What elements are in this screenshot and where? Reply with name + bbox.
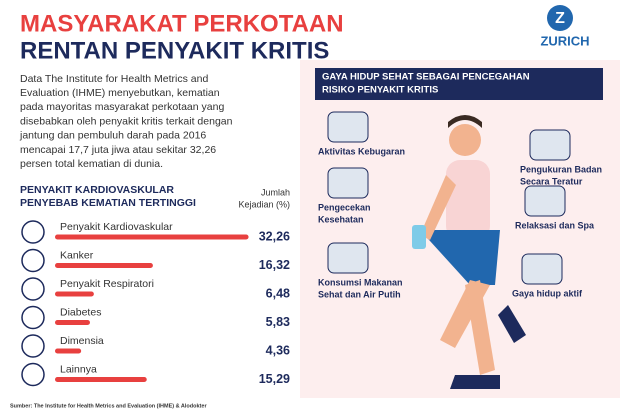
lifestyle-item: Konsumsi Makanan: [318, 277, 403, 287]
bar: [55, 377, 147, 382]
lifestyle-header-box: [315, 68, 603, 100]
footer-strip: [0, 398, 620, 413]
lifestyle-icon: [327, 242, 369, 274]
category-icon: [21, 277, 45, 301]
category-icon: [21, 220, 45, 244]
value-header: Jumlah: [261, 187, 290, 197]
category-label: Lainnya: [60, 363, 97, 375]
lifestyle-icon: [327, 111, 369, 143]
category-icon: [21, 248, 45, 273]
category-label: Dimensia: [60, 335, 104, 347]
title-line: RENTAN PENYAKIT KRITIS: [20, 37, 329, 64]
category-label: Diabetes: [60, 306, 101, 318]
category-icon: [21, 305, 45, 330]
lifestyle-icon: [521, 253, 563, 285]
value-label: 16,32: [259, 258, 290, 272]
lifestyle-title: GAYA HIDUP SEHAT SEBAGAI PENCEGAHAN: [322, 72, 530, 83]
value-label: 15,29: [259, 372, 290, 386]
category-label: Penyakit Kardiovaskular: [60, 221, 173, 233]
intro-line: mencapai 17,7 juta jiwa atau sekitar 32,…: [20, 144, 216, 156]
value-label: 6,48: [266, 286, 290, 300]
bar: [55, 234, 249, 240]
title-line: MASYARAKAT PERKOTAAN: [20, 10, 344, 37]
category-label: Kanker: [60, 249, 94, 261]
runner-illustration: [412, 115, 526, 389]
bar: [55, 320, 90, 325]
lifestyle-item: Kesehatan: [318, 214, 364, 224]
intro-line: Data The Institute for Health Metrics an…: [20, 73, 208, 85]
lifestyle-icon: [529, 129, 571, 161]
value-label: 5,83: [266, 315, 290, 329]
intro-line: disebabkan oleh penyakit kritis terkait …: [20, 115, 233, 127]
lifestyle-item: Pengukuran Badan: [520, 164, 602, 174]
bar: [55, 348, 82, 354]
lifestyle-icon: [327, 167, 369, 199]
category-label: Penyakit Respiratori: [60, 278, 154, 290]
lifestyle-item: Secara Teratur: [520, 176, 583, 186]
intro-line: jantung dan pembuluh darah pada 2016: [19, 130, 206, 142]
lifestyle-title: RISIKO PENYAKIT KRITIS: [322, 85, 438, 96]
category-icon: [21, 334, 45, 358]
intro-line: persen total kematian di dunia.: [20, 158, 163, 170]
lifestyle-icon: [524, 185, 566, 217]
value-label: 4,36: [266, 343, 290, 357]
bar: [55, 263, 153, 268]
chart-title: PENYAKIT KARDIOVASKULAR: [20, 184, 174, 196]
intro-line: pada mayoritas masyarakat perkotaan yang: [20, 101, 224, 113]
lifestyle-item: Pengecekan: [318, 202, 371, 212]
lifestyle-item: Sehat dan Air Putih: [318, 289, 401, 299]
source: Sumber: The Institute for Health Metrics…: [10, 403, 207, 409]
chart-title: PENYEBAB KEMATIAN TERTINGGI: [20, 197, 196, 209]
intro-line: Evaluation (IHME) menyebutkan, kematian: [20, 87, 220, 99]
value-label: 32,26: [259, 229, 290, 243]
lifestyle-item: Gaya hidup aktif: [512, 288, 583, 298]
lifestyle-item: Relaksasi dan Spa: [515, 220, 595, 230]
category-icon: [21, 362, 45, 387]
value-header: Kejadian (%): [238, 199, 290, 209]
brand: ZURICH: [540, 33, 589, 48]
lifestyle-item: Aktivitas Kebugaran: [318, 146, 405, 156]
bar: [55, 291, 94, 297]
brand-logo-mark: Z: [555, 10, 565, 27]
brand-logo: [547, 5, 573, 31]
